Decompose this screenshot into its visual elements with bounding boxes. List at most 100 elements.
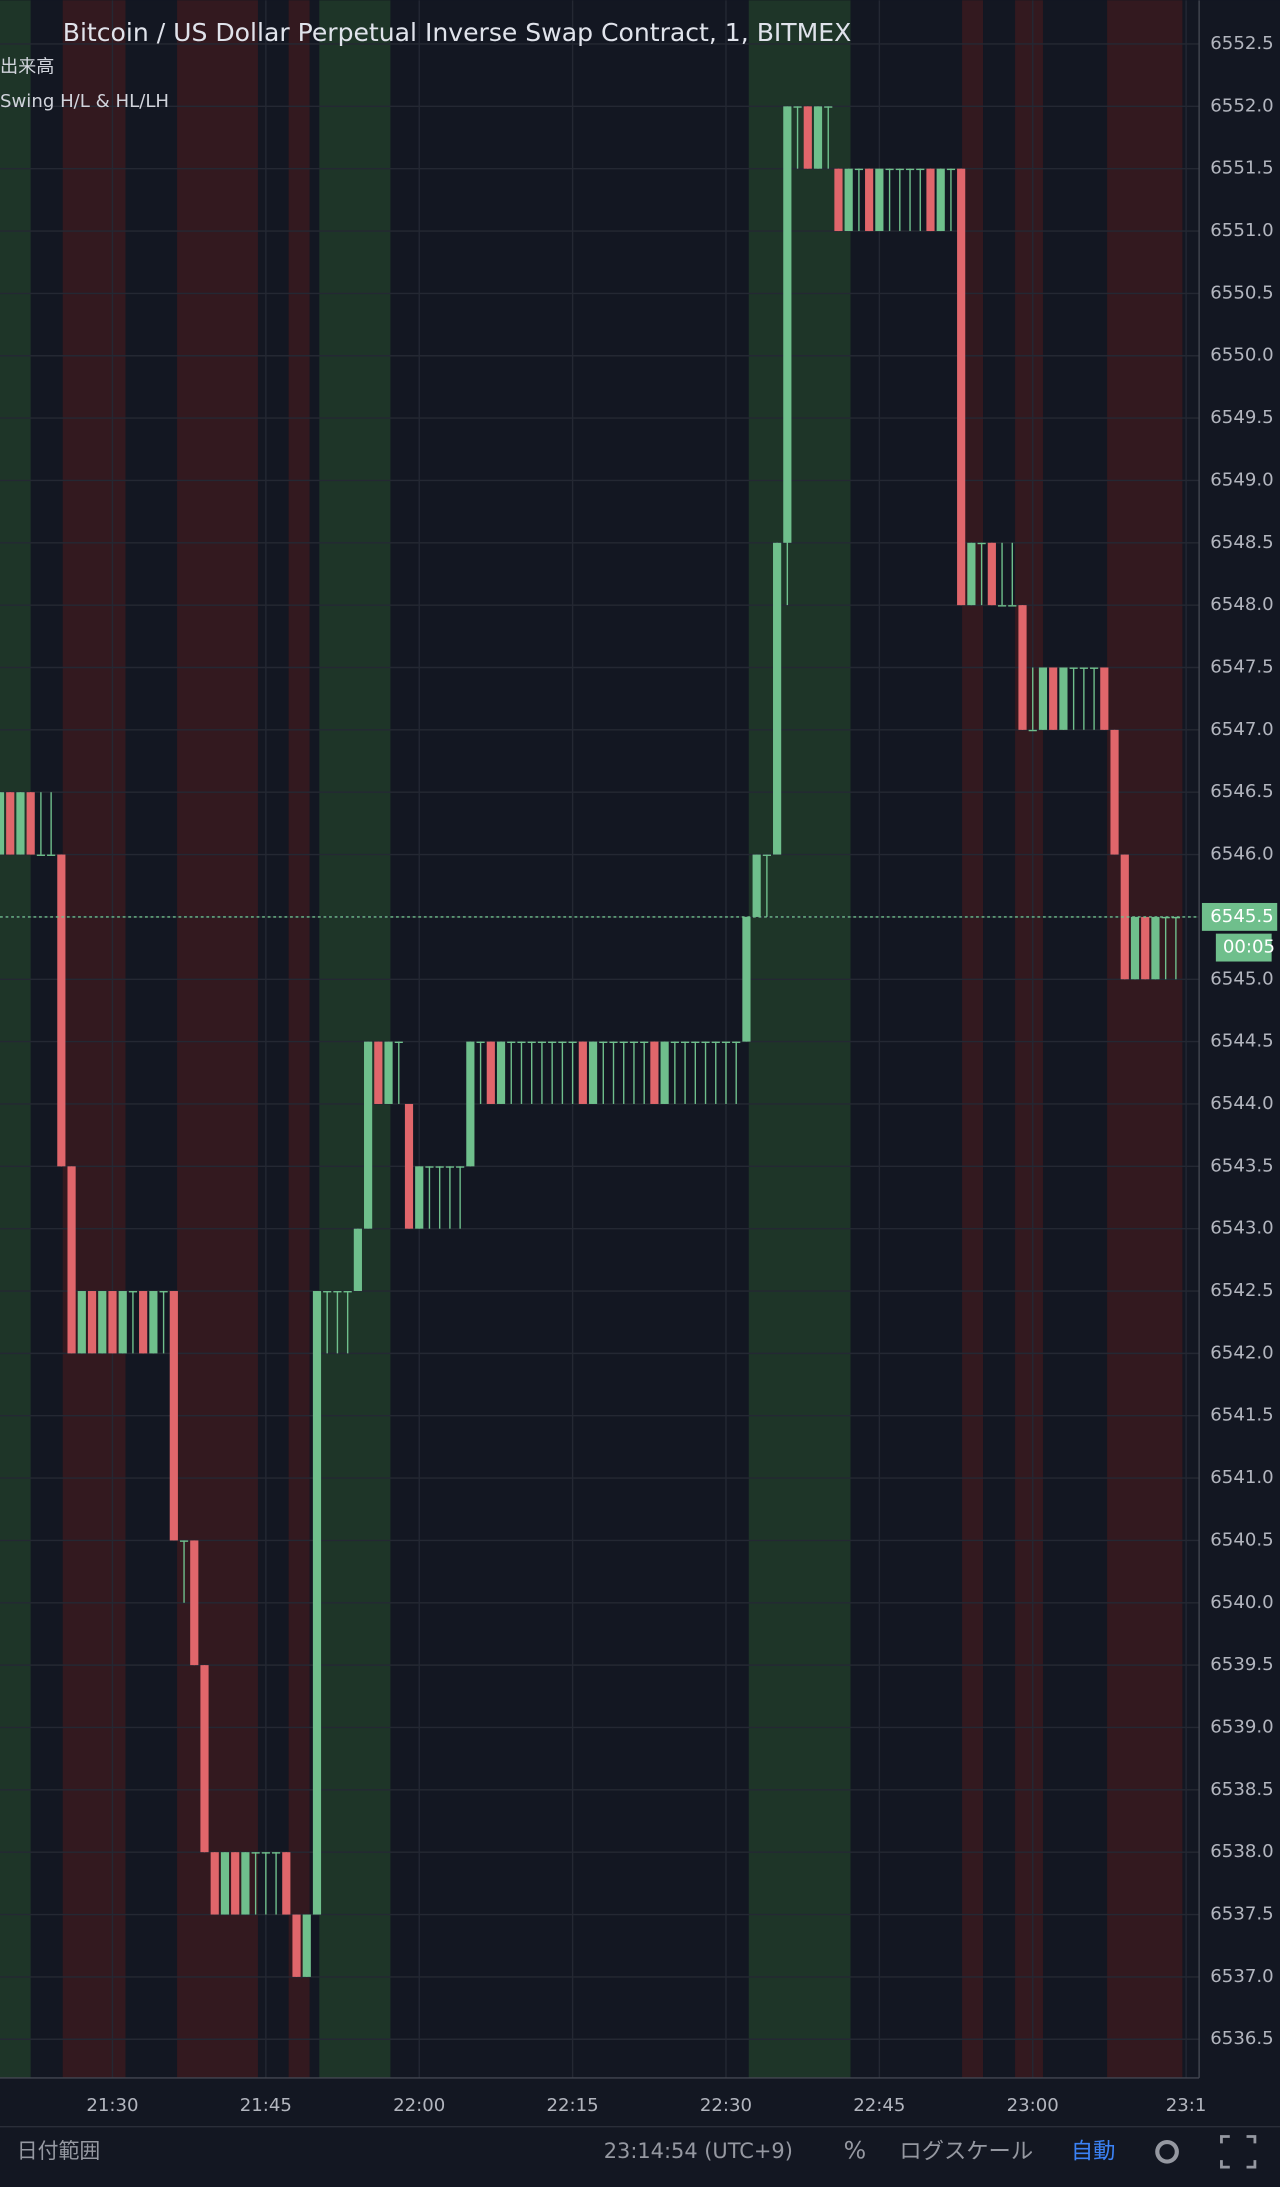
candle-body: [271, 1852, 281, 1854]
candle-body: [47, 854, 56, 856]
candle-body: [374, 1041, 383, 1104]
y-tick-label: 6538.5: [1210, 1779, 1273, 1800]
candle-body: [425, 1166, 434, 1168]
candle-body: [783, 106, 792, 543]
y-tick-label: 6550.5: [1210, 282, 1273, 303]
candle-body: [179, 1540, 189, 1542]
y-tick-label: 6543.5: [1210, 1155, 1273, 1176]
candle-body: [537, 1041, 547, 1044]
candle-body: [118, 1291, 127, 1354]
fullscreen-icon[interactable]: [1220, 2135, 1257, 2169]
candle-body: [507, 1041, 516, 1044]
chart-title: Bitcoin / US Dollar Perpetual Inverse Sw…: [63, 18, 852, 47]
candle-body: [496, 1041, 506, 1104]
candle-body: [711, 1041, 720, 1044]
candle-body: [987, 542, 996, 606]
candle-body: [813, 106, 823, 169]
indicator-label[interactable]: Swing H/L & HL/LH: [0, 91, 169, 112]
candle-body: [967, 542, 976, 606]
candle-body: [251, 1852, 260, 1854]
y-tick-label: 6542.5: [1210, 1280, 1273, 1301]
x-tick-label: 22:45: [853, 2095, 905, 2116]
candle-body: [384, 1041, 393, 1104]
candle-body: [1130, 916, 1140, 980]
candle-body: [578, 1041, 587, 1104]
candle-body: [67, 1166, 76, 1354]
candle-body: [1059, 667, 1068, 730]
candle-body: [26, 792, 35, 855]
y-tick-label: 6539.5: [1210, 1654, 1273, 1675]
candle-body: [1028, 729, 1037, 732]
candle-body: [568, 1041, 577, 1044]
candle-body: [190, 1540, 199, 1666]
y-tick-label: 6541.0: [1210, 1467, 1273, 1488]
x-tick-label: 23:1: [1166, 2095, 1207, 2116]
candle-body: [680, 1041, 690, 1044]
y-tick-label: 6537.5: [1210, 1904, 1273, 1925]
y-tick-label: 6546.5: [1210, 781, 1273, 802]
y-tick-label: 6543.0: [1210, 1218, 1273, 1239]
candle-body: [527, 1041, 536, 1044]
candle-body: [1100, 667, 1109, 730]
candle-body: [333, 1291, 342, 1293]
date-range-button[interactable]: 日付範囲: [17, 2139, 101, 2163]
last-price-label: 6545.5: [1210, 906, 1273, 927]
session-bands: [0, 0, 1183, 2078]
percent-button[interactable]: %: [844, 2136, 867, 2164]
candle-body: [394, 1041, 403, 1044]
y-tick-label: 6548.0: [1210, 594, 1273, 615]
candle-body: [292, 1914, 301, 1977]
candle-body: [476, 1041, 485, 1044]
candle-body: [169, 1291, 178, 1541]
candle-body: [916, 168, 925, 171]
y-tick-label: 6547.5: [1210, 657, 1273, 678]
candle-body: [1038, 667, 1048, 730]
candle-body: [517, 1041, 526, 1044]
candle-body: [721, 1041, 731, 1044]
candle-body: [404, 1103, 414, 1229]
candle-body: [997, 605, 1007, 607]
x-tick-label: 23:00: [1007, 2095, 1059, 2116]
y-tick-label: 6549.5: [1210, 407, 1273, 428]
candle-body: [36, 854, 45, 856]
candle-body: [466, 1041, 475, 1167]
last-price-box: [1201, 902, 1278, 931]
y-tick-label: 6545.0: [1210, 968, 1273, 989]
candle-body: [619, 1041, 628, 1044]
candle-body: [98, 1291, 107, 1354]
candle-body: [1018, 605, 1027, 730]
y-tick-label: 6549.0: [1210, 469, 1273, 490]
candle-body: [691, 1041, 700, 1044]
candle-body: [149, 1291, 158, 1354]
candle-body: [824, 106, 833, 108]
settings-icon[interactable]: [1155, 2139, 1179, 2164]
candle-body: [865, 168, 874, 232]
auto-button[interactable]: 自動: [1071, 2138, 1116, 2164]
candle-body: [773, 542, 782, 855]
candle-body: [139, 1291, 148, 1354]
countdown-box: [1215, 933, 1272, 962]
candle-body: [312, 1291, 322, 1915]
candle-body: [558, 1041, 567, 1044]
candle-body: [1008, 605, 1017, 607]
log-scale-button[interactable]: ログスケール: [899, 2138, 1033, 2164]
candle-body: [957, 168, 966, 606]
x-tick-label: 22:30: [700, 2095, 752, 2116]
y-tick-label: 6552.5: [1210, 33, 1273, 54]
candle-body: [844, 168, 853, 232]
x-tick-label: 21:30: [86, 2095, 138, 2116]
candle-body: [905, 168, 915, 171]
candle-body: [1161, 916, 1170, 919]
candle-body: [1120, 854, 1129, 980]
candle-body: [660, 1041, 669, 1104]
candle-body: [793, 106, 802, 108]
candle-body: [445, 1166, 454, 1168]
candle-body: [609, 1041, 618, 1044]
indicator-label[interactable]: 出来高: [0, 56, 54, 77]
candle-body: [210, 1852, 219, 1915]
candle-body: [415, 1166, 424, 1229]
candle-body: [599, 1041, 608, 1044]
candle-body: [895, 168, 904, 171]
candle-body: [742, 916, 751, 1042]
